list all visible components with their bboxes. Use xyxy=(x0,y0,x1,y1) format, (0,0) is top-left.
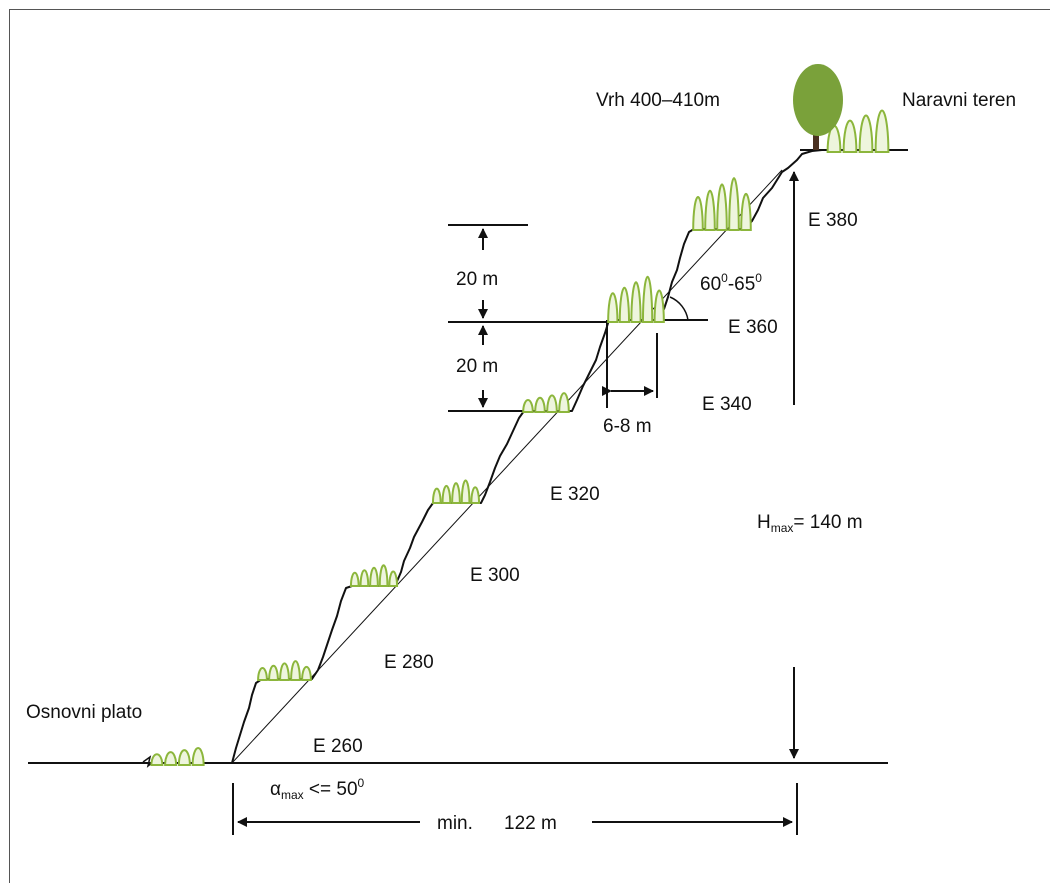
vegetation-shrubs xyxy=(150,109,890,766)
shrub-leaf xyxy=(858,114,874,153)
shrub-leaf xyxy=(641,275,654,323)
face-angle-arc xyxy=(669,296,689,321)
shrub-leaf xyxy=(349,571,360,587)
shrub-leaf xyxy=(618,286,631,323)
shrub-leaf xyxy=(378,564,389,587)
shrub-leaf xyxy=(268,664,279,681)
bench-height-label-1: 20 m xyxy=(456,269,498,290)
elevation-e360: E 360 xyxy=(728,317,778,338)
elevation-e340: E 340 xyxy=(702,394,752,415)
shrub-leaf xyxy=(653,289,665,323)
elevation-e380: E 380 xyxy=(808,210,858,231)
base-plateau-label: Osnovni plato xyxy=(26,702,142,723)
shrub-leaf xyxy=(842,119,858,153)
shrub-leaf xyxy=(692,195,704,231)
shrub-leaf xyxy=(257,666,268,681)
shrub-leaf xyxy=(704,189,716,231)
shrub-leaf xyxy=(388,570,399,587)
shrub-leaf xyxy=(290,660,301,681)
shrub-leaf xyxy=(874,109,890,153)
shrub-leaf xyxy=(279,662,290,681)
min-width-prefix: min. xyxy=(437,813,473,834)
hmax-label: Hmax= 140 m xyxy=(757,512,863,535)
shrub-leaf xyxy=(522,398,534,413)
bench-height-label-2: 20 m xyxy=(456,356,498,377)
bench-width-label: 6-8 m xyxy=(603,416,652,437)
overall-slope-line xyxy=(231,169,783,764)
min-width-value: 122 m xyxy=(504,813,557,834)
shrub-leaf xyxy=(177,749,191,766)
shrub-leaf xyxy=(164,751,178,766)
stepped-slope-profile xyxy=(231,149,823,764)
elevation-e260: E 260 xyxy=(313,736,363,757)
shrub-leaf xyxy=(431,487,442,504)
shrub-leaf xyxy=(534,396,546,413)
shrub-leaf xyxy=(728,177,740,231)
shrub-leaf xyxy=(150,753,164,766)
shrub-leaf xyxy=(441,484,452,504)
shrub-leaf xyxy=(359,569,370,587)
shrub-leaf xyxy=(451,482,461,504)
tree-icon xyxy=(793,64,843,150)
face-angle-label: 600-650 xyxy=(700,271,762,295)
alpha-max-label: αmax <= 500 xyxy=(270,776,365,802)
shrub-leaf xyxy=(191,747,205,766)
shrub-leaf xyxy=(630,281,642,323)
elevation-e300: E 300 xyxy=(470,565,520,586)
diagram-frame xyxy=(9,9,1050,883)
elevation-e280: E 280 xyxy=(384,652,434,673)
shrub-leaf xyxy=(716,183,728,231)
shrub-leaf xyxy=(607,292,619,323)
shrub-leaf xyxy=(546,394,558,413)
shrub-leaf xyxy=(301,665,312,681)
shrub-leaf xyxy=(558,392,570,413)
summit-label: Vrh 400–410m xyxy=(596,90,720,111)
shrub-leaf xyxy=(460,479,471,504)
shrub-leaf xyxy=(470,486,481,504)
natural-terrain-label: Naravni teren xyxy=(902,90,1016,111)
shrub-leaf xyxy=(369,566,379,587)
shrub-leaf xyxy=(740,192,752,231)
elevation-e320: E 320 xyxy=(550,484,600,505)
